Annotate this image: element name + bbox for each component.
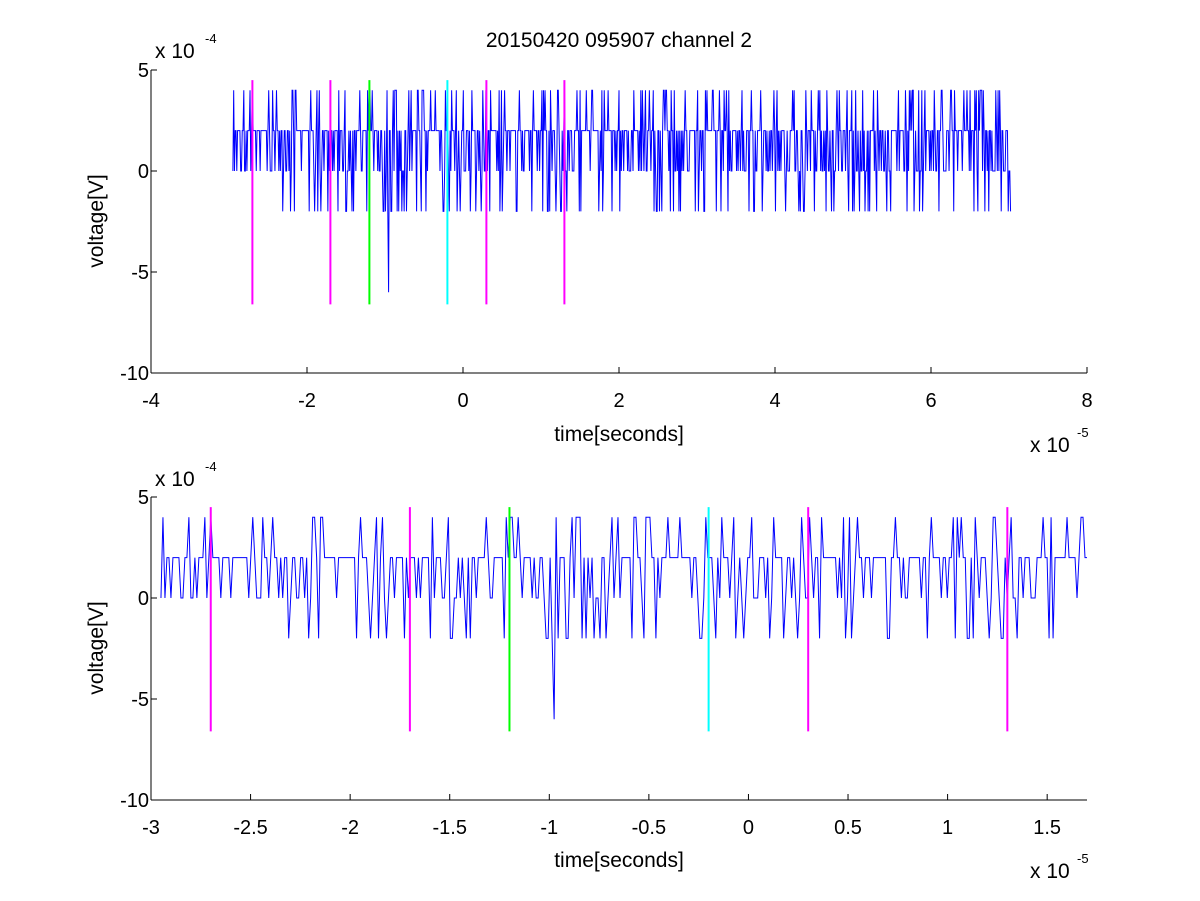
top-series-line-0 <box>232 89 1012 293</box>
bottom-x-tick-label: 0 <box>743 817 754 839</box>
top-marker-lines <box>251 80 566 305</box>
top-x-axis-label: time[seconds] <box>554 423 684 446</box>
bottom-x-tick-label: 1 <box>942 817 953 839</box>
bottom-y-tick-label: 0 <box>138 588 149 610</box>
top-y-axis-label: voltage[V] <box>85 174 108 267</box>
bottom-y-tick-label: -5 <box>131 689 149 711</box>
bottom-series-line-0 <box>160 516 1087 720</box>
bottom-x-tick-label: -2.5 <box>233 817 267 839</box>
bottom-x-tick-label: -0.5 <box>632 817 666 839</box>
bottom-x-multiplier: x 10 <box>1030 860 1070 883</box>
bottom-x-ticks: -3 -2.5 -2 -1.5 -1 -0.5 0 0.5 1 1.5 <box>142 794 1061 839</box>
bottom-y-ticks: -10 -5 0 5 <box>120 487 157 812</box>
top-y-tick-label: -5 <box>131 262 149 284</box>
top-x-tick-label: -4 <box>142 390 160 412</box>
top-x-tick-label: 2 <box>613 390 624 412</box>
bottom-x-tick-label: 1.5 <box>1033 817 1061 839</box>
bottom-y-exponent-value: -4 <box>205 459 217 474</box>
bottom-y-multiplier: x 10 <box>155 468 195 491</box>
top-y-multiplier: x 10 <box>155 40 195 63</box>
top-y-exponent-value: -4 <box>205 31 217 46</box>
top-x-tick-label: 8 <box>1081 390 1092 412</box>
bottom-y-axis-label: voltage[V] <box>85 601 108 694</box>
top-x-tick-label: 4 <box>769 390 780 412</box>
bottom-x-tick-label: -1 <box>540 817 558 839</box>
top-series-group <box>232 89 1012 293</box>
top-x-tick-label: 0 <box>457 390 468 412</box>
bottom-x-exponent: x 10 -5 <box>1030 851 1089 883</box>
top-x-tick-label: -2 <box>298 390 316 412</box>
top-x-multiplier: x 10 <box>1030 434 1070 457</box>
top-y-exponent: x 10 -4 <box>155 31 217 63</box>
bottom-x-axis-label: time[seconds] <box>554 849 684 872</box>
bottom-axes-box <box>150 497 1087 801</box>
top-y-tick-label: 0 <box>138 161 149 183</box>
top-y-tick-label: 5 <box>138 60 149 82</box>
bottom-series-group <box>160 516 1087 720</box>
bottom-y-exponent: x 10 -4 <box>155 459 217 491</box>
bottom-x-tick-label: -1.5 <box>432 817 466 839</box>
bottom-marker-lines <box>209 507 1009 732</box>
top-y-tick-label: -10 <box>120 363 149 385</box>
top-plot: 20150420 095907 channel 2 -4 -2 0 2 4 6 8 -10-… <box>85 29 1093 457</box>
bottom-y-tick-label: 5 <box>138 487 149 509</box>
top-y-ticks: -10 -5 0 5 <box>120 60 157 385</box>
top-x-exponent-value: -5 <box>1077 425 1089 440</box>
plot-title: 20150420 095907 channel 2 <box>486 29 752 52</box>
bottom-plot: -3 -2.5 -2 -1.5 -1 -0.5 0 0.5 1 1.5 -10 -5 0 5 time[… <box>85 459 1089 883</box>
top-x-tick-label: 6 <box>925 390 936 412</box>
top-x-exponent: x 10 -5 <box>1030 425 1089 457</box>
bottom-x-exponent-value: -5 <box>1077 851 1089 866</box>
bottom-x-tick-label: 0.5 <box>834 817 862 839</box>
bottom-x-tick-label: -3 <box>142 817 160 839</box>
bottom-x-tick-label: -2 <box>341 817 359 839</box>
top-x-ticks: -4 -2 0 2 4 6 8 <box>142 367 1093 412</box>
bottom-y-tick-label: -10 <box>120 790 149 812</box>
